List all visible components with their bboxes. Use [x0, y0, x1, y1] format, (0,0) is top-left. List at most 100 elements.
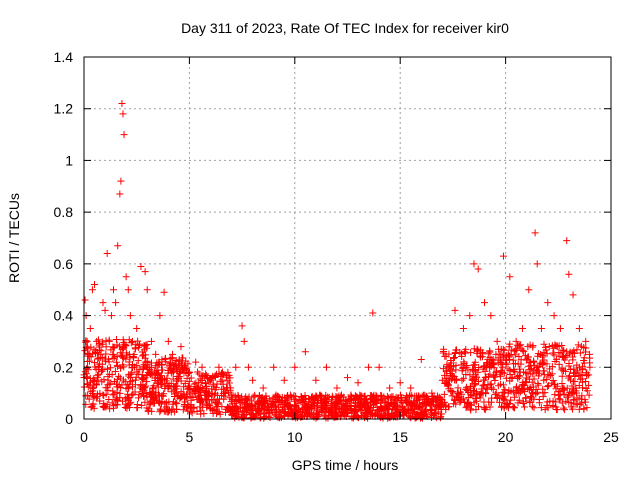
- data-point: [524, 343, 532, 351]
- data-point: [201, 379, 209, 387]
- data-point: [480, 381, 488, 389]
- data-point: [113, 376, 121, 384]
- data-point: [511, 393, 519, 401]
- data-point: [583, 404, 591, 412]
- data-point: [470, 399, 478, 407]
- data-point: [530, 404, 538, 412]
- data-point: [209, 380, 217, 388]
- data-point: [335, 406, 343, 414]
- data-point: [543, 402, 551, 410]
- data-point: [491, 391, 499, 399]
- data-point: [578, 371, 586, 379]
- data-point: [525, 375, 533, 383]
- data-point: [254, 398, 262, 406]
- data-point: [165, 383, 173, 391]
- data-point: [374, 406, 382, 414]
- data-point: [383, 404, 391, 412]
- x-axis-label: GPS time / hours: [292, 457, 399, 473]
- data-point: [249, 393, 257, 401]
- data-point: [112, 401, 120, 409]
- data-point: [142, 341, 150, 349]
- data-point: [502, 399, 510, 407]
- data-point: [225, 379, 233, 387]
- data-point-peak: [95, 363, 103, 371]
- data-point: [496, 370, 504, 378]
- data-point-peak: [141, 268, 149, 276]
- data-point: [351, 399, 359, 407]
- data-point: [578, 378, 586, 386]
- data-point-peak: [107, 312, 115, 320]
- data-point: [446, 362, 454, 370]
- data-point-peak: [93, 337, 101, 345]
- data-point: [574, 367, 582, 375]
- data-point-peak: [164, 337, 172, 345]
- data-point: [178, 354, 186, 362]
- data-point: [147, 359, 155, 367]
- data-point: [104, 381, 112, 389]
- data-point: [284, 411, 292, 419]
- data-point: [241, 404, 249, 412]
- data-point: [573, 361, 581, 369]
- data-point: [266, 414, 274, 422]
- data-point: [564, 392, 572, 400]
- data-point: [363, 399, 371, 407]
- data-point: [176, 367, 184, 375]
- data-point: [460, 348, 468, 356]
- data-point: [384, 406, 392, 414]
- data-point: [454, 384, 462, 392]
- data-point: [306, 411, 314, 419]
- data-point: [228, 410, 236, 418]
- data-point: [323, 402, 331, 410]
- data-point: [487, 380, 495, 388]
- data-point: [200, 410, 208, 418]
- data-point: [180, 394, 188, 402]
- data-point: [209, 409, 217, 417]
- data-point: [105, 370, 113, 378]
- data-point: [500, 346, 508, 354]
- data-point: [559, 386, 567, 394]
- data-point: [524, 384, 532, 392]
- data-point: [173, 406, 181, 414]
- data-point: [458, 376, 466, 384]
- data-point: [361, 403, 369, 411]
- data-point: [442, 375, 450, 383]
- data-point: [135, 394, 142, 402]
- data-point-peak: [137, 262, 145, 270]
- data-point: [396, 405, 404, 413]
- data-point: [128, 369, 136, 377]
- data-point: [395, 394, 403, 402]
- data-point: [182, 365, 190, 373]
- data-point: [152, 362, 160, 370]
- data-point: [504, 365, 512, 373]
- data-point: [559, 353, 567, 361]
- data-point-peak: [238, 322, 246, 330]
- data-point: [165, 367, 173, 375]
- data-point: [399, 411, 407, 419]
- data-point: [479, 365, 487, 373]
- data-point: [489, 360, 497, 368]
- data-point: [429, 398, 437, 406]
- data-point: [540, 340, 548, 348]
- data-point: [362, 410, 370, 418]
- data-point: [100, 400, 108, 408]
- data-point: [82, 338, 90, 346]
- data-point: [279, 398, 287, 406]
- data-point: [555, 360, 563, 368]
- data-point-peak: [81, 296, 89, 304]
- data-point: [333, 393, 341, 401]
- data-point: [81, 368, 89, 376]
- data-point: [119, 397, 127, 405]
- data-point: [314, 406, 322, 414]
- data-point-peak: [291, 363, 299, 371]
- data-point: [451, 349, 459, 357]
- data-point: [149, 385, 157, 393]
- data-point: [91, 349, 99, 357]
- data-point: [578, 399, 586, 407]
- data-point: [421, 407, 429, 415]
- data-point: [523, 355, 531, 363]
- data-point-peak: [124, 286, 132, 294]
- data-point: [421, 398, 429, 406]
- data-point-peak: [506, 273, 514, 281]
- data-point: [287, 391, 295, 399]
- data-point: [283, 393, 291, 401]
